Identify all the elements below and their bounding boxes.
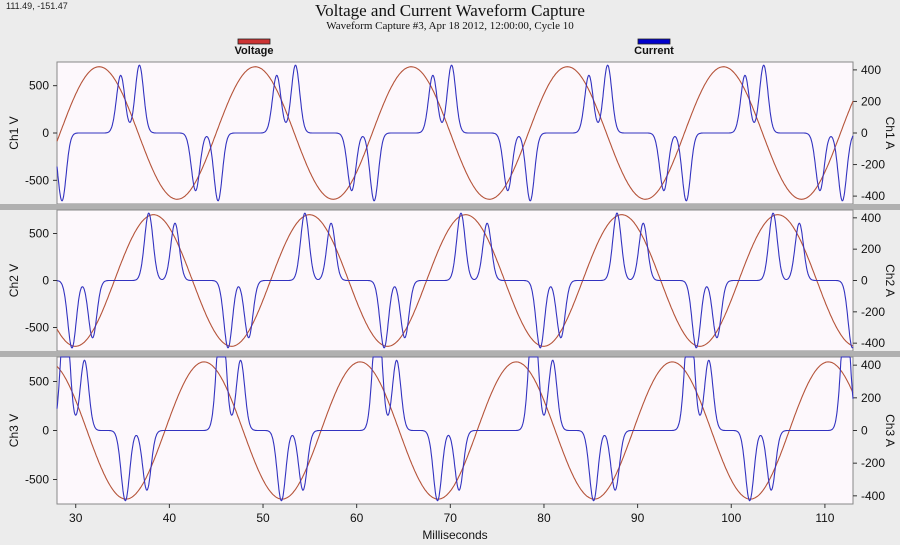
cursor-coordinates: 111.49, -151.47 (6, 1, 68, 11)
right-tick-label: 400 (861, 63, 881, 77)
left-tick-label: 0 (42, 274, 49, 288)
x-tick-label: 100 (721, 511, 741, 525)
current-series (56, 356, 854, 502)
x-tick-label: 60 (350, 511, 364, 525)
right-tick-label: 0 (861, 274, 868, 288)
right-tick-label: -200 (861, 305, 885, 319)
x-tick-label: 50 (256, 511, 270, 525)
x-tick-label: 110 (815, 511, 834, 525)
x-tick-label: 40 (163, 511, 177, 525)
right-tick-label: 200 (861, 242, 881, 256)
panel-3: 500 0 -500 400 200 0 -200 -400 Ch3 V Ch3 A (7, 356, 897, 505)
right-tick-label: 400 (861, 358, 881, 372)
left-axis-label: Ch1 V (7, 116, 21, 149)
right-tick-label: -200 (861, 456, 885, 470)
right-tick-label: -400 (861, 189, 885, 203)
legend-swatch-current (637, 38, 671, 45)
right-tick-label: -200 (861, 158, 885, 172)
x-tick-label: 30 (69, 511, 83, 525)
x-tick-label: 80 (537, 511, 551, 525)
left-axis-label: Ch3 V (7, 414, 21, 447)
voltage-series (56, 361, 854, 500)
current-series (56, 64, 854, 202)
chart-subtitle: Waveform Capture #3, Apr 18 2012, 12:00:… (326, 20, 574, 32)
left-tick-label: -500 (25, 173, 49, 187)
right-tick-label: 200 (861, 94, 881, 108)
x-tick-label: 70 (444, 511, 458, 525)
right-axis-label: Ch3 A (883, 414, 897, 447)
left-axis-label: Ch2 V (7, 264, 21, 297)
left-tick-label: -500 (25, 473, 49, 487)
panel-1: 500 0 -500 400 200 0 -200 -400 Ch1 V Ch1 A (0, 61, 900, 210)
right-tick-label: 0 (861, 424, 868, 438)
right-tick-label: 0 (861, 126, 868, 140)
x-axis-label: Milliseconds (422, 528, 487, 542)
right-axis-label: Ch2 A (883, 264, 897, 297)
right-tick-label: -400 (861, 489, 885, 503)
chart-title: Voltage and Current Waveform Capture (315, 1, 585, 20)
legend-label-current: Current (634, 45, 674, 57)
panel-separator (0, 351, 900, 357)
right-axis-label: Ch1 A (883, 117, 897, 150)
voltage-series (56, 66, 854, 200)
right-tick-label: -400 (861, 336, 885, 350)
legend-label-voltage: Voltage (235, 45, 274, 57)
legend-swatch-voltage (237, 38, 271, 45)
panel-2: 500 0 -500 400 200 0 -200 -400 Ch2 V Ch2 A (0, 209, 900, 357)
right-tick-label: 200 (861, 391, 881, 405)
left-tick-label: 500 (29, 375, 49, 389)
right-tick-label: 400 (861, 211, 881, 225)
panel-separator (0, 204, 900, 210)
current-series (56, 212, 854, 349)
x-tick-label: 90 (631, 511, 645, 525)
left-tick-label: 0 (42, 424, 49, 438)
left-tick-label: 500 (29, 227, 49, 241)
left-tick-label: -500 (25, 321, 49, 335)
left-tick-label: 0 (42, 126, 49, 140)
left-tick-label: 500 (29, 79, 49, 93)
